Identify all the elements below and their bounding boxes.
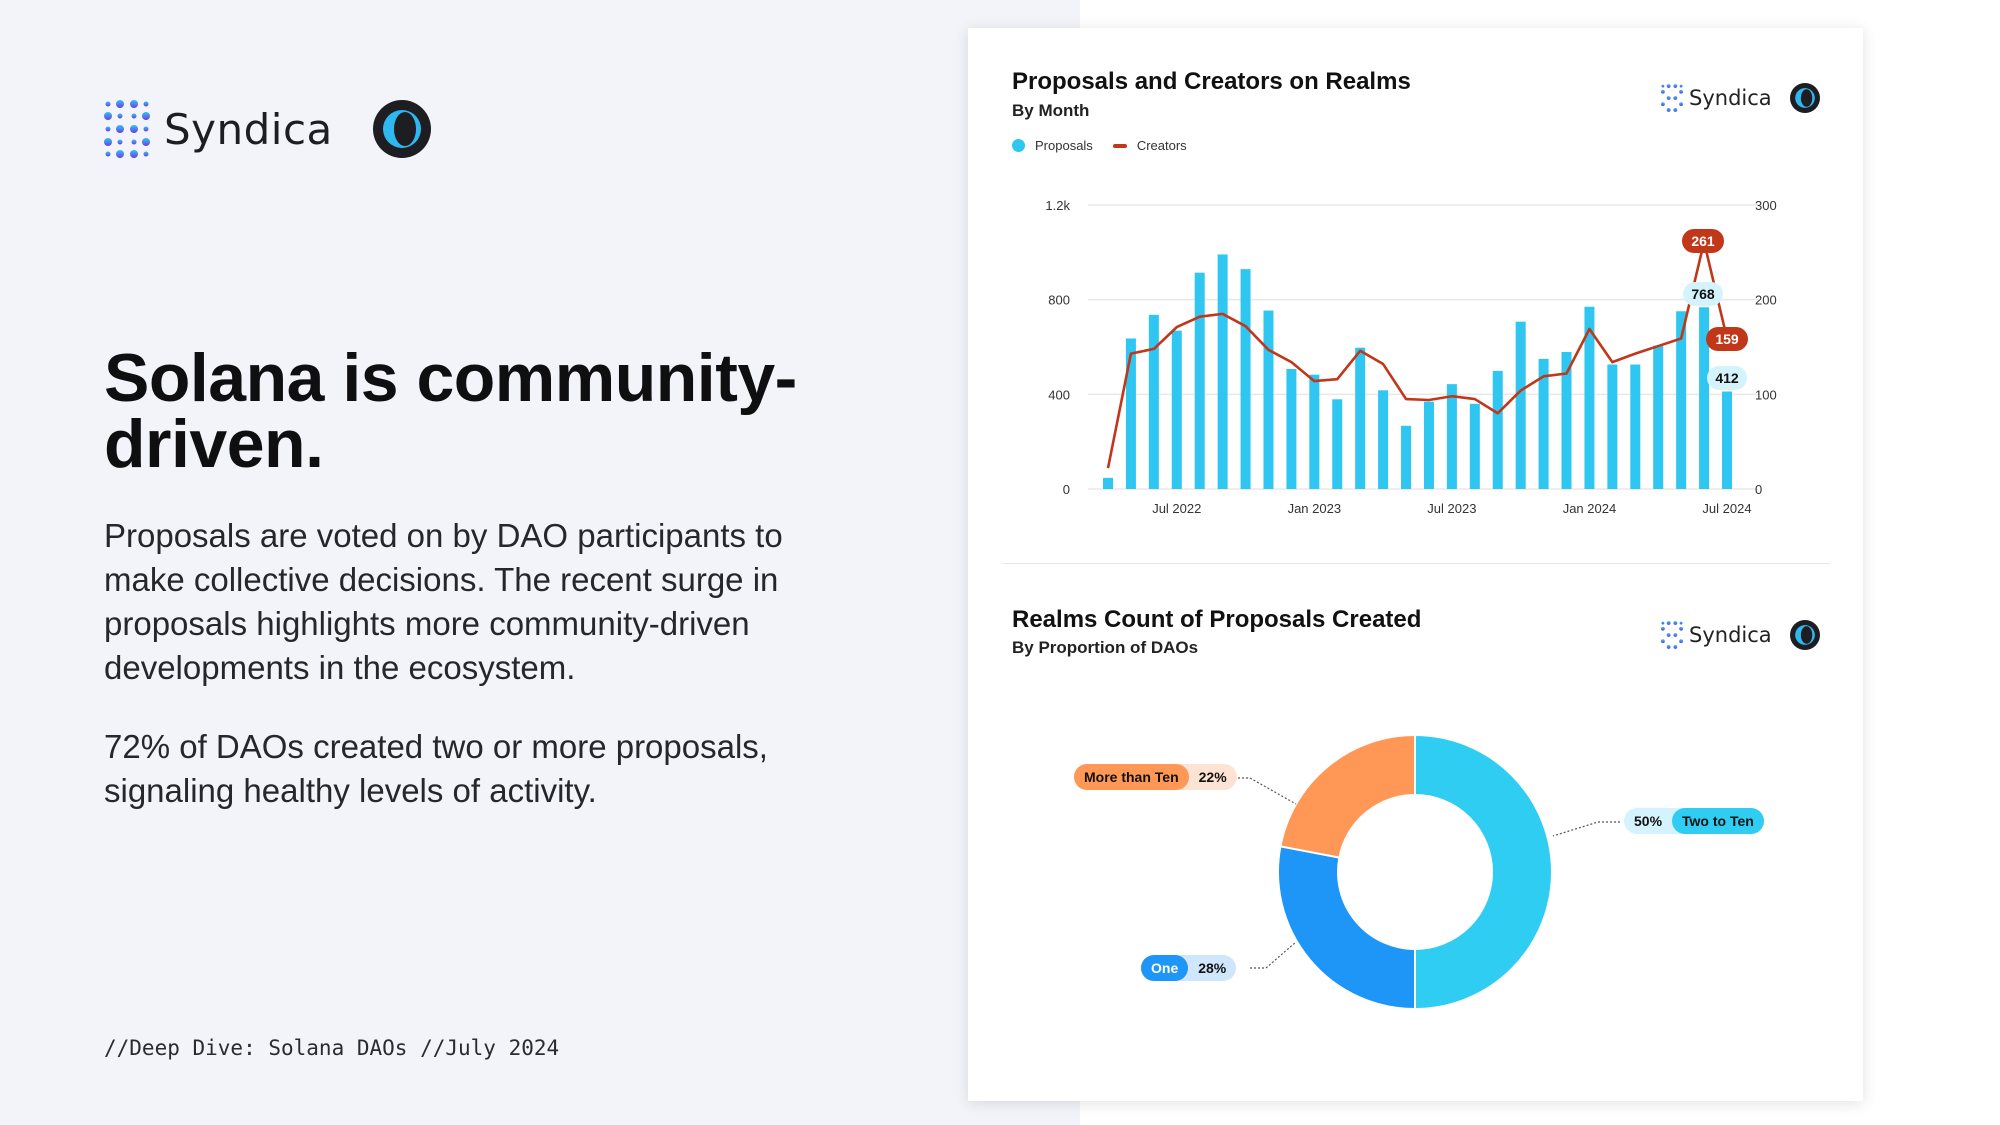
proposals-bar (1469, 403, 1480, 489)
paragraph-proposals: Proposals are voted on by DAO participan… (104, 517, 783, 686)
syndica-logo-icon (104, 100, 150, 158)
proposals-bar (1423, 401, 1434, 489)
slice-pct: 22% (1198, 769, 1227, 785)
legend-creators-label: Creators (1136, 138, 1187, 153)
slice-label: One (1141, 955, 1189, 981)
proposals-bar (1630, 364, 1641, 489)
leader-line-two-to-ten (1552, 821, 1620, 837)
chart2-brand: Syndica (1661, 620, 1820, 650)
headline: Solana is community-driven. (104, 340, 797, 482)
data-label: 412 (1715, 370, 1739, 386)
proposals-bar (1515, 321, 1526, 489)
proposals-bar (1240, 269, 1251, 489)
proposals-bar (1653, 345, 1664, 489)
left-axis-tick: 400 (1048, 387, 1070, 402)
slice-label: More than Ten (1074, 764, 1189, 790)
syndica-logo-icon (1661, 621, 1683, 649)
donut-slice (1279, 733, 1416, 859)
donut-slice (1277, 845, 1416, 1011)
slice-pct: 28% (1198, 960, 1227, 976)
proposals-bar (1355, 347, 1366, 489)
brand-name: Syndica (164, 104, 333, 154)
left-axis-tick: 1.2k (1045, 198, 1070, 213)
left-panel (0, 0, 1080, 1125)
paragraph-stat: 72% of DAOs created two or more proposal… (104, 728, 768, 809)
data-label: 159 (1715, 331, 1739, 347)
chart2-title: Realms Count of Proposals Created (1012, 606, 1422, 633)
data-label: 768 (1691, 286, 1715, 302)
x-axis-tick: Jul 2023 (1427, 501, 1476, 516)
left-axis-tick: 800 (1048, 293, 1070, 308)
proposals-bar (1676, 311, 1687, 489)
proposals-bar (1148, 314, 1159, 489)
right-axis-tick: 200 (1755, 293, 1777, 308)
proposals-bar (1607, 364, 1618, 489)
footer-caption: //Deep Dive: Solana DAOs //July 2024 (104, 1036, 560, 1060)
proposals-bar (1217, 254, 1228, 489)
x-axis-tick: Jul 2024 (1702, 501, 1751, 516)
chart1-subtitle: By Month (1012, 101, 1090, 120)
x-axis-tick: Jul 2022 (1152, 501, 1201, 516)
data-label-bg (1682, 229, 1724, 253)
chart1-brand: Syndica (1661, 83, 1820, 113)
circle-logo-icon (372, 100, 431, 158)
proposals-bar (1103, 477, 1113, 489)
charts-card: Proposals and Creators on Realms By Mont… (968, 28, 1863, 1101)
slice-pct: 50% (1634, 813, 1663, 829)
proposals-bar (1446, 384, 1457, 489)
circle-logo-icon (1789, 83, 1820, 113)
x-axis-tick: Jan 2024 (1563, 501, 1617, 516)
leader-line-more-than-ten (1230, 777, 1297, 805)
proposals-bar (1584, 306, 1595, 489)
leader-line-one (1250, 941, 1297, 969)
brand-name: Syndica (1689, 86, 1772, 110)
label-more-than-ten: More than Ten 22% (1074, 764, 1237, 790)
proposals-bar (1125, 338, 1136, 489)
left-axis-tick: 0 (1063, 482, 1070, 497)
proposals-bar (1492, 370, 1503, 489)
creators-line (1106, 240, 1729, 469)
chart1-title: Proposals and Creators on Realms (1012, 68, 1411, 95)
legend-creators-swatch (1112, 143, 1127, 148)
proposals-bar (1286, 369, 1297, 489)
right-axis-tick: 100 (1755, 387, 1777, 402)
label-one: One 28% (1141, 955, 1237, 981)
slice-label: Two to Ten (1672, 808, 1764, 834)
donut-slice (1414, 733, 1553, 1011)
proposals-bar (1699, 307, 1710, 489)
section-divider (1003, 563, 1830, 564)
proposals-bar (1561, 351, 1572, 489)
syndica-logo-icon (1661, 84, 1683, 112)
circle-logo-icon (1789, 620, 1820, 650)
right-axis-tick: 0 (1755, 482, 1762, 497)
data-label: 261 (1691, 233, 1715, 249)
brand-logos: Syndica (104, 100, 431, 158)
right-axis-tick: 300 (1755, 198, 1777, 213)
proposals-bar (1401, 425, 1412, 489)
proposals-bar (1309, 374, 1320, 489)
brand-name: Syndica (1689, 623, 1772, 647)
proposals-bar (1538, 358, 1549, 489)
data-label-bg (1707, 366, 1747, 390)
proposals-creators-chart: 0 0 400 100 800 200 1.2k 300 Jul 2022 Jan 2023 Jul… (1045, 198, 1777, 516)
data-label-bg (1683, 282, 1723, 306)
legend-proposals-swatch (1012, 139, 1025, 152)
proposals-bar (1332, 399, 1343, 489)
proposals-bar (1171, 330, 1182, 489)
chart2-subtitle: By Proportion of DAOs (1012, 638, 1199, 657)
data-label-bg (1706, 327, 1748, 351)
legend-proposals-label: Proposals (1035, 138, 1093, 153)
proposals-bar (1263, 310, 1274, 489)
label-two-to-ten: 50% Two to Ten (1624, 808, 1764, 834)
x-axis-tick: Jan 2023 (1288, 501, 1342, 516)
chart1-legend: Proposals Creators (1012, 138, 1187, 153)
proposals-bar (1722, 391, 1732, 489)
proposals-bar (1194, 272, 1205, 489)
proposals-bar (1378, 390, 1389, 489)
